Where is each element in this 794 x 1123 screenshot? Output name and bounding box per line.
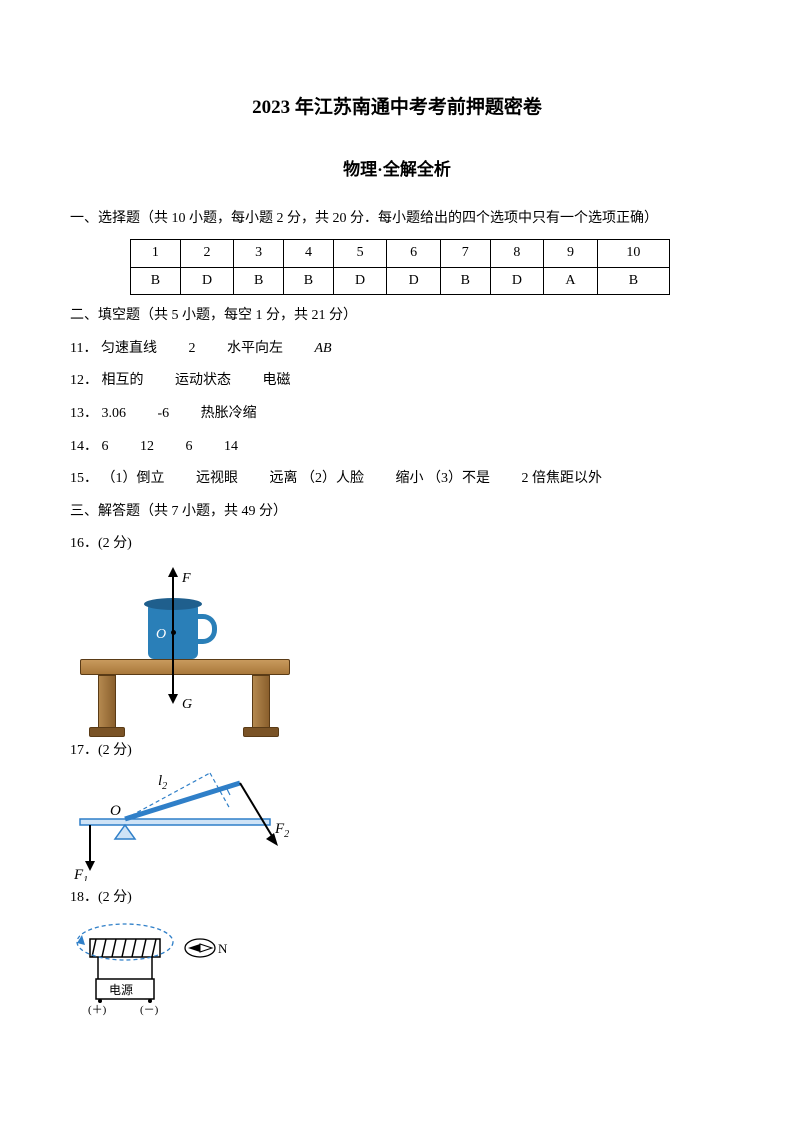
label-g: G — [182, 692, 192, 719]
blank: 热胀冷缩 — [201, 406, 257, 421]
svg-text:F1: F1 — [73, 867, 88, 881]
table-cell: 6 — [387, 239, 441, 267]
answer-13: 13． 3.06 -6 热胀冷缩 — [70, 401, 724, 428]
blank: 6 — [102, 439, 109, 454]
answer-12: 12． 相互的 运动状态 电磁 — [70, 368, 724, 395]
section-1-heading: 一、选择题（共 10 小题，每小题 2 分，共 20 分．每小题给出的四个选项中… — [70, 206, 724, 233]
blank: 运动状态 — [175, 373, 231, 388]
table-cell: B — [440, 267, 490, 295]
arrow-down-icon — [168, 694, 178, 704]
table-cell: 4 — [284, 239, 334, 267]
q-number: 12． — [70, 373, 98, 388]
point-o — [171, 630, 176, 635]
table-cell: D — [387, 267, 441, 295]
label-minus: (－) — [140, 1004, 159, 1016]
arrow-up-icon — [168, 567, 178, 577]
blank: 12 — [140, 439, 154, 454]
blank: 水平向左 — [227, 341, 283, 356]
section-2-heading: 二、填空题（共 5 小题，每空 1 分，共 21 分） — [70, 303, 724, 330]
table-cell: D — [333, 267, 387, 295]
table-cell: 3 — [234, 239, 284, 267]
svg-text:F2: F2 — [274, 821, 289, 840]
label-n: N — [218, 941, 228, 956]
table-cell: D — [490, 267, 544, 295]
blank: 2 倍焦距以外 — [522, 471, 603, 486]
blank: 2 — [188, 341, 195, 356]
table-cell: 7 — [440, 239, 490, 267]
label-o: O — [156, 622, 166, 649]
cup-handle — [195, 614, 217, 644]
table-cell: B — [131, 267, 181, 295]
blank: 远离 — [270, 471, 298, 486]
label-f: F — [182, 566, 191, 593]
answer-11: 11． 匀速直线 2 水平向左 AB — [70, 336, 724, 363]
blank: （3）不是 — [427, 471, 490, 486]
q17-heading: 17．(2 分) — [70, 738, 724, 765]
table-foot — [89, 727, 125, 737]
table-cell: 9 — [544, 239, 598, 267]
solenoid-diagram: N 电源 (＋) (－) — [70, 917, 270, 1017]
q16-heading: 16．(2 分) — [70, 531, 724, 558]
page-title: 2023 年江苏南通中考考前押题密卷 — [70, 90, 724, 126]
lever-diagram: O l2 F1 F2 — [70, 771, 300, 881]
label-source: 电源 — [109, 983, 133, 997]
table-row: B D B B D D B D A B — [131, 267, 670, 295]
page-subtitle: 物理·全解全析 — [70, 154, 724, 186]
blank: 6 — [186, 439, 193, 454]
blank: 电磁 — [263, 373, 291, 388]
blank: 相互的 — [102, 373, 144, 388]
blank: 缩小 — [396, 471, 424, 486]
blank: （1）倒立 — [102, 471, 165, 486]
answer-table: 1 2 3 4 5 6 7 8 9 10 B D B B D D B D A B — [130, 239, 670, 295]
table-row: 1 2 3 4 5 6 7 8 9 10 — [131, 239, 670, 267]
figure-18: N 电源 (＋) (－) — [70, 917, 270, 1017]
blank: 远视眼 — [196, 471, 238, 486]
section-3-heading: 三、解答题（共 7 小题，共 49 分） — [70, 499, 724, 526]
label-plus: (＋) — [88, 1004, 107, 1016]
q-number: 13． — [70, 406, 98, 421]
blank: -6 — [158, 406, 170, 421]
table-leg — [252, 675, 270, 730]
table-cell: 1 — [131, 239, 181, 267]
table-cell: 10 — [597, 239, 669, 267]
blank: 匀速直线 — [101, 341, 157, 356]
figure-16: F G O — [70, 564, 300, 734]
figure-17: O l2 F1 F2 — [70, 771, 300, 881]
table-top — [80, 659, 290, 675]
svg-text:l2: l2 — [158, 773, 167, 792]
q-number: 14． — [70, 439, 98, 454]
table-cell: A — [544, 267, 598, 295]
table-cell: B — [597, 267, 669, 295]
table-cell: 2 — [180, 239, 234, 267]
table-cell: 5 — [333, 239, 387, 267]
blank: AB — [314, 341, 331, 356]
table-cell: 8 — [490, 239, 544, 267]
table-cell: B — [234, 267, 284, 295]
table-leg — [98, 675, 116, 730]
q-number: 15． — [70, 471, 98, 486]
answer-15: 15． （1）倒立 远视眼 远离 （2）人脸 缩小 （3）不是 2 倍焦距以外 — [70, 466, 724, 493]
table-cell: D — [180, 267, 234, 295]
blank: （2）人脸 — [301, 471, 364, 486]
label-o: O — [110, 803, 121, 819]
answer-14: 14． 6 12 6 14 — [70, 434, 724, 461]
blank: 3.06 — [102, 406, 127, 421]
blank: 14 — [224, 439, 238, 454]
table-foot — [243, 727, 279, 737]
q-number: 11． — [70, 341, 97, 356]
table-cell: B — [284, 267, 334, 295]
q18-heading: 18．(2 分) — [70, 885, 724, 912]
